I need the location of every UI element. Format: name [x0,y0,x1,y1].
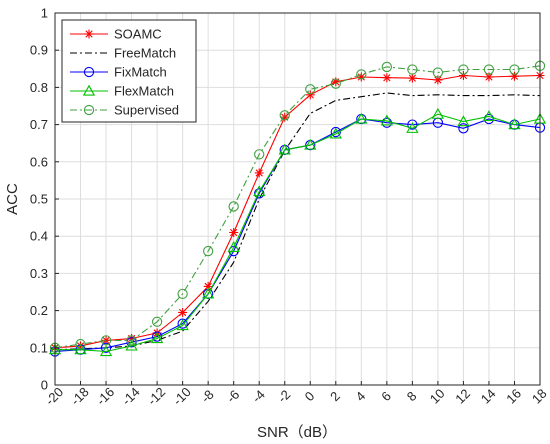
data-point [305,90,315,100]
x-tick-label: 0 [302,388,318,404]
data-point [74,343,87,355]
data-point [330,78,341,89]
x-tick-label: 6 [378,388,394,404]
data-point [203,245,214,257]
y-tick-label: 0.8 [30,80,48,95]
x-tick-label: 4 [353,388,369,404]
legend-marker [84,29,94,39]
legend-label: Supervised [114,103,179,118]
y-tick-label: 0.5 [30,192,48,207]
data-point [458,64,469,75]
data-point [99,345,113,357]
data-point [407,119,418,130]
legend-marker [83,66,95,78]
data-point [381,61,392,73]
data-point [151,316,163,327]
y-tick-label: 0.9 [30,43,48,58]
data-point [304,138,317,150]
x-tick-label: 16 [503,386,524,407]
x-tick-label: -18 [68,384,92,408]
y-tick-labels: 0 0.1 0.2 0.3 0.4 0.5 0.6 0.7 0.8 0.9 1 [30,6,59,393]
x-tick-label: -14 [119,384,143,408]
series-layer [48,60,547,357]
legend-marker [82,84,96,96]
y-tick-label: 0.4 [30,229,48,244]
x-tick-label: 14 [478,386,499,407]
data-point [458,123,469,134]
x-tick-label: -12 [144,384,168,408]
data-point [407,73,417,83]
y-tick-label: 0.7 [30,117,48,132]
series-flexmatch [48,107,547,357]
data-point [100,335,112,346]
data-point [228,201,239,212]
data-point [254,149,265,160]
data-point [355,112,368,124]
series-line [55,113,541,353]
data-point [382,73,392,83]
data-point [305,84,316,95]
data-point [457,115,470,127]
legend-label: SOAMC [114,27,162,42]
data-point [253,185,266,197]
data-point [483,64,495,75]
data-point [100,342,112,353]
x-tick-label: 18 [529,386,550,407]
x-tick-label: 10 [427,386,448,407]
y-axis-label: ACC [4,183,21,215]
legend: SOAMC FreeMatch FixMatch FlexMatch Supervise… [61,19,197,123]
x-tick-label: -8 [198,387,217,406]
y-tick-label: 0.1 [30,340,48,355]
data-point [406,121,419,133]
data-point [482,110,496,122]
data-point [125,339,138,351]
legend-marker [83,104,95,116]
y-tick-label: 1 [41,6,48,21]
data-point [75,338,86,350]
legend-label: FixMatch [114,65,167,80]
x-tick-label: -10 [170,384,194,408]
series-supervised [49,60,546,353]
y-tick-label: 0.2 [30,303,48,318]
x-tick-label: -2 [275,387,294,406]
x-axis-label: SNR（dB） [257,424,337,441]
data-point [356,69,367,80]
x-tick-label: -4 [249,387,268,406]
data-point [227,241,240,252]
data-point [202,287,215,299]
legend-label: FlexMatch [114,84,174,99]
data-point [407,64,418,75]
data-point [278,143,291,155]
data-point [329,127,342,139]
data-point [229,227,239,237]
data-point [178,307,188,317]
data-point [254,188,265,199]
x-tick-label: 8 [404,388,420,404]
data-point [177,318,188,329]
x-tick-label: 12 [452,386,473,407]
data-point [431,107,445,119]
y-tick-label: 0.6 [30,154,48,169]
data-point [254,168,264,178]
data-point [508,118,521,130]
data-point [432,67,444,78]
legend-label: FreeMatch [114,46,176,61]
data-point [150,332,164,344]
data-point [177,288,188,300]
data-point [330,126,341,138]
x-tick-label: -6 [224,387,243,406]
data-point [279,110,290,121]
data-point [509,64,520,75]
data-point [356,72,366,82]
data-point [380,114,393,126]
data-point [176,319,189,331]
x-tick-label: -16 [93,384,117,408]
x-tick-label: 2 [327,388,343,404]
data-point [126,335,137,346]
y-tick-label: 0 [41,378,48,393]
y-tick-label: 0.3 [30,266,48,281]
